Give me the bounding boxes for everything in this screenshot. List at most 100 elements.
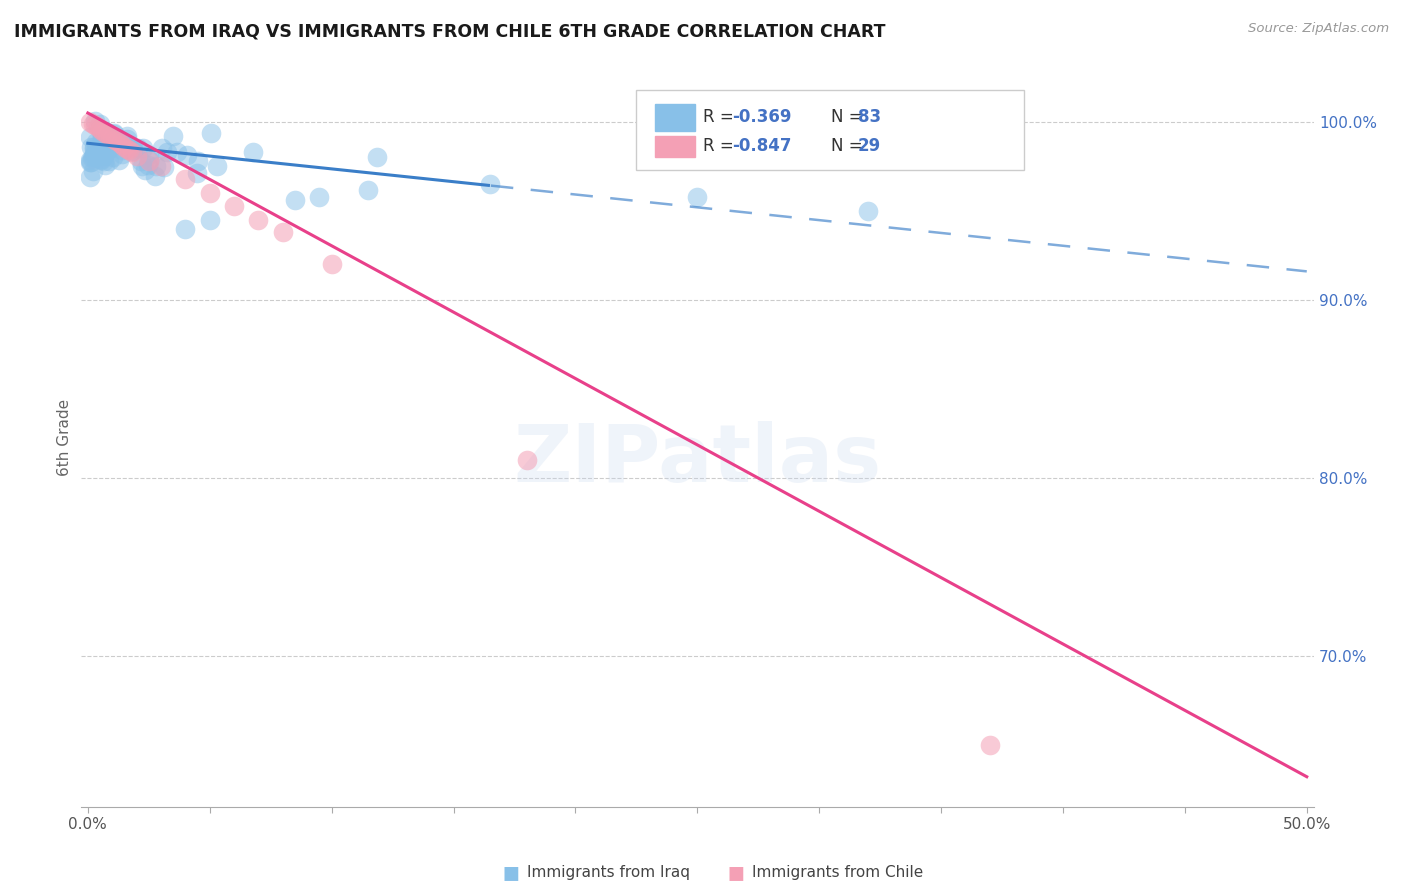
Point	[125, 149, 148, 163]
Point	[479, 177, 502, 191]
Point	[111, 135, 134, 149]
Point	[96, 128, 118, 142]
Point	[149, 160, 172, 174]
Point	[131, 160, 153, 174]
Point	[96, 125, 118, 139]
Point	[122, 143, 145, 157]
Point	[979, 738, 1001, 752]
Point	[89, 122, 111, 136]
Point	[284, 193, 307, 207]
Point	[103, 130, 125, 145]
Point	[84, 119, 107, 133]
Point	[321, 257, 343, 271]
Point	[98, 129, 121, 144]
Point	[79, 153, 101, 167]
Point	[94, 136, 117, 150]
Point	[97, 143, 120, 157]
Point	[90, 124, 112, 138]
Text: -0.369: -0.369	[733, 108, 792, 126]
Point	[94, 141, 117, 155]
Point	[138, 148, 160, 162]
Point	[174, 171, 197, 186]
Point	[198, 186, 221, 200]
Point	[101, 150, 124, 164]
Point	[103, 127, 125, 141]
Point	[308, 189, 330, 203]
Point	[98, 128, 121, 143]
Text: R =: R =	[703, 137, 740, 155]
Point	[121, 145, 143, 160]
Point	[90, 130, 112, 145]
Point	[86, 120, 108, 135]
Point	[84, 142, 107, 156]
Point	[686, 189, 709, 203]
Point	[224, 198, 246, 212]
Point	[108, 153, 131, 167]
Y-axis label: 6th Grade: 6th Grade	[58, 400, 72, 476]
Point	[115, 142, 138, 156]
Point	[516, 453, 538, 467]
Point	[91, 129, 114, 144]
Point	[118, 144, 141, 158]
Point	[104, 133, 127, 147]
Point	[856, 203, 879, 218]
Text: 29: 29	[858, 137, 882, 155]
Text: ▪: ▪	[727, 858, 745, 887]
Point	[111, 143, 134, 157]
Point	[186, 166, 208, 180]
Text: Source: ZipAtlas.com: Source: ZipAtlas.com	[1249, 22, 1389, 36]
Point	[134, 163, 156, 178]
FancyBboxPatch shape	[655, 136, 695, 157]
Point	[145, 159, 167, 173]
Point	[83, 147, 105, 161]
Point	[80, 151, 103, 165]
Text: ZIPatlas: ZIPatlas	[513, 421, 882, 499]
Point	[174, 221, 197, 235]
Point	[83, 140, 105, 154]
Point	[112, 140, 135, 154]
Point	[101, 138, 124, 153]
Point	[98, 154, 121, 169]
Point	[200, 126, 222, 140]
Point	[187, 153, 209, 168]
Point	[138, 153, 160, 167]
Point	[111, 138, 134, 153]
Point	[91, 145, 114, 160]
Point	[90, 153, 112, 167]
Point	[80, 140, 103, 154]
FancyBboxPatch shape	[636, 90, 1024, 169]
Point	[166, 145, 188, 159]
Point	[89, 117, 111, 131]
Text: ▪: ▪	[502, 858, 520, 887]
Point	[101, 131, 124, 145]
Text: R =: R =	[703, 108, 740, 126]
Point	[103, 126, 125, 140]
Point	[121, 144, 143, 158]
Point	[93, 153, 115, 168]
Point	[176, 148, 198, 162]
Point	[97, 143, 120, 157]
Text: -0.847: -0.847	[733, 137, 792, 155]
Point	[83, 142, 105, 156]
Point	[93, 149, 115, 163]
Point	[143, 169, 166, 184]
Point	[91, 145, 114, 159]
Point	[198, 212, 221, 227]
Point	[82, 164, 104, 178]
Point	[93, 158, 115, 172]
FancyBboxPatch shape	[655, 104, 695, 130]
Point	[84, 135, 107, 149]
Point	[79, 155, 101, 169]
Point	[242, 145, 264, 160]
Point	[91, 124, 114, 138]
Point	[366, 150, 388, 164]
Text: Immigrants from Chile: Immigrants from Chile	[752, 865, 924, 880]
Point	[150, 141, 173, 155]
Point	[132, 141, 155, 155]
Text: 83: 83	[858, 108, 880, 126]
Point	[94, 126, 117, 140]
Point	[90, 152, 112, 166]
Point	[101, 131, 124, 145]
Point	[103, 137, 125, 152]
Point	[247, 212, 270, 227]
